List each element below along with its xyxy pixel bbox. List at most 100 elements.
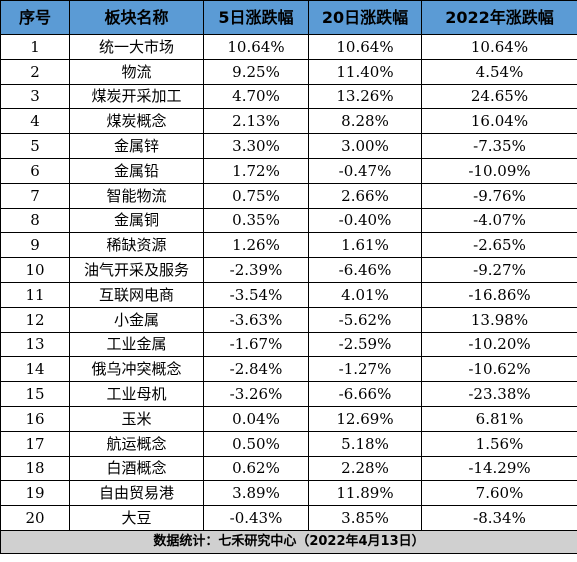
cell-2022-change: -4.07% xyxy=(421,207,577,234)
table-row: 1 统一大市场 10.64% 10.64% 10.64% xyxy=(0,34,577,60)
cell-2022-change: -10.20% xyxy=(421,331,577,358)
cell-sector-name: 煤炭概念 xyxy=(69,108,204,135)
cell-index: 20 xyxy=(0,505,70,531)
cell-2022-change: 7.60% xyxy=(421,480,577,507)
cell-index: 19 xyxy=(0,480,70,507)
cell-20day-change: 3.85% xyxy=(308,505,422,531)
cell-2022-change: 16.04% xyxy=(421,108,577,135)
cell-sector-name: 金属铜 xyxy=(69,207,204,234)
cell-sector-name: 工业母机 xyxy=(69,381,204,407)
cell-2022-change: -9.76% xyxy=(421,182,577,209)
cell-20day-change: 2.28% xyxy=(308,455,422,482)
cell-5day-change: -3.63% xyxy=(203,306,309,333)
header-20day-change: 20日涨跌幅 xyxy=(308,0,422,35)
cell-index: 17 xyxy=(0,430,70,457)
cell-index: 14 xyxy=(0,356,70,383)
cell-index: 10 xyxy=(0,257,70,283)
cell-2022-change: -10.62% xyxy=(421,356,577,383)
cell-index: 15 xyxy=(0,381,70,407)
cell-2022-change: -16.86% xyxy=(421,281,577,308)
header-5day-change: 5日涨跌幅 xyxy=(203,0,309,35)
cell-5day-change: 1.72% xyxy=(203,157,309,184)
cell-sector-name: 白酒概念 xyxy=(69,455,204,482)
cell-index: 18 xyxy=(0,455,70,482)
cell-sector-name: 油气开采及服务 xyxy=(69,257,204,283)
cell-20day-change: -2.59% xyxy=(308,331,422,358)
table-row: 12 小金属 -3.63% -5.62% 13.98% xyxy=(0,306,577,333)
cell-2022-change: 1.56% xyxy=(421,430,577,457)
cell-2022-change: 24.65% xyxy=(421,83,577,110)
cell-sector-name: 煤炭开采加工 xyxy=(69,83,204,110)
cell-2022-change: -7.35% xyxy=(421,133,577,159)
cell-20day-change: -5.62% xyxy=(308,306,422,333)
table-row: 5 金属锌 3.30% 3.00% -7.35% xyxy=(0,133,577,159)
cell-20day-change: 3.00% xyxy=(308,133,422,159)
cell-sector-name: 大豆 xyxy=(69,505,204,531)
cell-2022-change: -9.27% xyxy=(421,257,577,283)
cell-20day-change: 1.61% xyxy=(308,232,422,259)
cell-5day-change: 9.25% xyxy=(203,58,309,85)
table-row: 4 煤炭概念 2.13% 8.28% 16.04% xyxy=(0,108,577,135)
table-footer-row: 数据统计：七禾研究中心（2022年4月13日） xyxy=(0,529,577,554)
cell-index: 8 xyxy=(0,207,70,234)
cell-20day-change: 8.28% xyxy=(308,108,422,135)
table-row: 18 白酒概念 0.62% 2.28% -14.29% xyxy=(0,455,577,482)
table-row: 6 金属铅 1.72% -0.47% -10.09% xyxy=(0,157,577,184)
cell-5day-change: 3.89% xyxy=(203,480,309,507)
header-2022-change: 2022年涨跌幅 xyxy=(421,0,577,35)
cell-2022-change: -14.29% xyxy=(421,455,577,482)
cell-sector-name: 金属锌 xyxy=(69,133,204,159)
cell-sector-name: 工业金属 xyxy=(69,331,204,358)
cell-index: 16 xyxy=(0,405,70,432)
cell-index: 12 xyxy=(0,306,70,333)
cell-index: 13 xyxy=(0,331,70,358)
table-row: 7 智能物流 0.75% 2.66% -9.76% xyxy=(0,182,577,209)
table-header-row: 序号 板块名称 5日涨跌幅 20日涨跌幅 2022年涨跌幅 xyxy=(0,0,577,35)
header-index: 序号 xyxy=(0,0,70,35)
cell-5day-change: 4.70% xyxy=(203,83,309,110)
cell-20day-change: -0.47% xyxy=(308,157,422,184)
header-sector-name: 板块名称 xyxy=(69,0,204,35)
cell-index: 7 xyxy=(0,182,70,209)
cell-2022-change: 6.81% xyxy=(421,405,577,432)
cell-sector-name: 统一大市场 xyxy=(69,34,204,60)
cell-sector-name: 航运概念 xyxy=(69,430,204,457)
table-row: 13 工业金属 -1.67% -2.59% -10.20% xyxy=(0,331,577,358)
cell-2022-change: -10.09% xyxy=(421,157,577,184)
cell-sector-name: 小金属 xyxy=(69,306,204,333)
cell-sector-name: 智能物流 xyxy=(69,182,204,209)
table-row: 19 自由贸易港 3.89% 11.89% 7.60% xyxy=(0,480,577,507)
cell-index: 4 xyxy=(0,108,70,135)
cell-sector-name: 稀缺资源 xyxy=(69,232,204,259)
cell-5day-change: -2.84% xyxy=(203,356,309,383)
table-row: 17 航运概念 0.50% 5.18% 1.56% xyxy=(0,430,577,457)
cell-5day-change: 0.35% xyxy=(203,207,309,234)
cell-sector-name: 互联网电商 xyxy=(69,281,204,308)
cell-sector-name: 物流 xyxy=(69,58,204,85)
cell-5day-change: 1.26% xyxy=(203,232,309,259)
cell-2022-change: 4.54% xyxy=(421,58,577,85)
source-note: 数据统计：七禾研究中心（2022年4月13日） xyxy=(0,529,577,554)
cell-5day-change: 3.30% xyxy=(203,133,309,159)
cell-2022-change: 13.98% xyxy=(421,306,577,333)
cell-sector-name: 玉米 xyxy=(69,405,204,432)
table-row: 10 油气开采及服务 -2.39% -6.46% -9.27% xyxy=(0,257,577,283)
table-row: 8 金属铜 0.35% -0.40% -4.07% xyxy=(0,207,577,234)
cell-index: 1 xyxy=(0,34,70,60)
cell-index: 3 xyxy=(0,83,70,110)
table-row: 20 大豆 -0.43% 3.85% -8.34% xyxy=(0,505,577,531)
cell-20day-change: 11.40% xyxy=(308,58,422,85)
table-row: 2 物流 9.25% 11.40% 4.54% xyxy=(0,58,577,85)
table-row: 14 俄乌冲突概念 -2.84% -1.27% -10.62% xyxy=(0,356,577,383)
cell-sector-name: 俄乌冲突概念 xyxy=(69,356,204,383)
cell-20day-change: 5.18% xyxy=(308,430,422,457)
cell-index: 9 xyxy=(0,232,70,259)
cell-20day-change: 4.01% xyxy=(308,281,422,308)
cell-5day-change: 10.64% xyxy=(203,34,309,60)
cell-index: 5 xyxy=(0,133,70,159)
table-row: 11 互联网电商 -3.54% 4.01% -16.86% xyxy=(0,281,577,308)
cell-5day-change: -3.54% xyxy=(203,281,309,308)
cell-5day-change: 0.04% xyxy=(203,405,309,432)
table-row: 15 工业母机 -3.26% -6.66% -23.38% xyxy=(0,381,577,407)
